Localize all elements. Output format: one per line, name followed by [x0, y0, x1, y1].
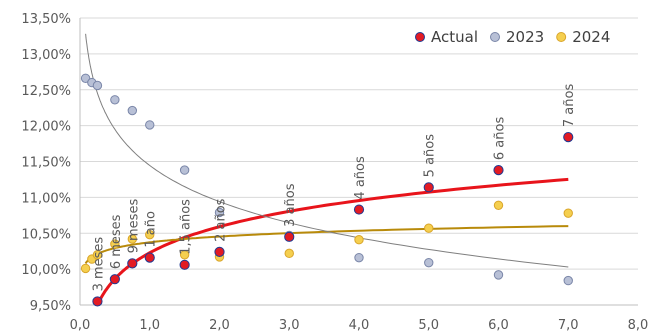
- point-actual: [214, 246, 225, 258]
- annotation-label: 9 meses: [126, 199, 141, 254]
- point-2023: [563, 275, 573, 286]
- annotation-label: 1,5 años: [179, 199, 194, 255]
- point-2024: [127, 234, 138, 244]
- trendline-2023: [85, 33, 569, 268]
- point-2024: [145, 229, 155, 240]
- y-tick-label: 12,00%: [21, 120, 71, 135]
- x-tick-label: 0,0: [70, 318, 91, 333]
- point-2024: [179, 250, 190, 260]
- point-actual: [563, 132, 574, 143]
- annotation-label: 3 años: [283, 183, 298, 227]
- point-2023: [424, 257, 434, 268]
- point-2023: [110, 95, 120, 105]
- point-2023: [179, 165, 190, 175]
- axes: [79, 18, 638, 306]
- point-2023: [354, 252, 364, 263]
- point-2024: [424, 223, 434, 233]
- legend-label: 2023: [506, 28, 544, 46]
- trendline-actual: [96, 177, 569, 306]
- legend-label: 2024: [572, 28, 610, 46]
- annotation-label: 5 años: [423, 134, 438, 178]
- point-2024: [284, 248, 294, 259]
- point-2023: [214, 207, 225, 218]
- y-tick-label: 13,50%: [21, 12, 71, 27]
- point-2024: [493, 200, 504, 210]
- point-2023: [127, 105, 138, 116]
- point-2024: [92, 250, 103, 260]
- point-2023: [493, 270, 504, 280]
- x-tick-label: 4,0: [349, 318, 370, 333]
- maturity-annotations: 3 meses 6 meses 9 meses 1 año 1,5 años 2 años…: [91, 84, 577, 292]
- annotation-label: 2 años: [214, 198, 229, 242]
- x-tick-label: 2,0: [209, 318, 230, 333]
- legend-marker: [556, 32, 567, 42]
- x-tick-label: 5,0: [418, 318, 439, 333]
- point-2024: [80, 263, 91, 274]
- point-actual: [423, 182, 434, 193]
- y-tick-label: 10,50%: [21, 227, 71, 242]
- point-2024: [110, 239, 120, 249]
- x-tick-label: 6,0: [488, 318, 509, 333]
- y-tick-label: 11,00%: [21, 191, 71, 206]
- x-tick-label: 7,0: [558, 318, 579, 333]
- point-2023: [80, 73, 91, 83]
- annotation-label: 1 año: [144, 211, 159, 248]
- y-tick-label: 10,00%: [21, 263, 71, 278]
- legend-marker: [490, 32, 500, 42]
- data-points: [80, 73, 574, 307]
- y-tick-label: 12,50%: [21, 84, 71, 99]
- annotation-label: 6 meses: [109, 214, 124, 269]
- point-2024: [354, 235, 364, 245]
- point-actual: [92, 296, 103, 307]
- point-actual: [127, 258, 138, 269]
- annotation-label: 6 años: [493, 117, 508, 161]
- horizontal-gridlines: [80, 17, 638, 306]
- annotation-label: 7 años: [562, 84, 577, 128]
- point-2023: [145, 120, 155, 130]
- point-actual: [284, 231, 295, 242]
- point-actual: [353, 204, 365, 215]
- y-tick-label: 9,50%: [30, 299, 71, 314]
- point-2023: [92, 80, 103, 91]
- x-tick-label: 1,0: [139, 318, 160, 333]
- annotation-label: 3 meses: [91, 237, 106, 292]
- legend-label: Actual: [431, 28, 478, 46]
- point-2024: [563, 208, 573, 218]
- legend: Actual 2023 2024: [415, 28, 610, 46]
- x-tick-label: 8,0: [628, 318, 649, 333]
- point-actual: [109, 274, 120, 285]
- tick-labels: 9,50% 10,00% 10,50% 11,00% 11,50% 12,00% 12,50…: [21, 12, 648, 333]
- point-actual: [493, 165, 504, 176]
- point-actual: [144, 252, 155, 263]
- x-tick-label: 3,0: [279, 318, 300, 333]
- point-actual: [179, 259, 190, 270]
- legend-marker: [415, 32, 425, 42]
- y-tick-label: 13,00%: [21, 48, 71, 63]
- annotation-label: 4 años: [353, 156, 368, 200]
- y-tick-label: 11,50%: [21, 156, 71, 171]
